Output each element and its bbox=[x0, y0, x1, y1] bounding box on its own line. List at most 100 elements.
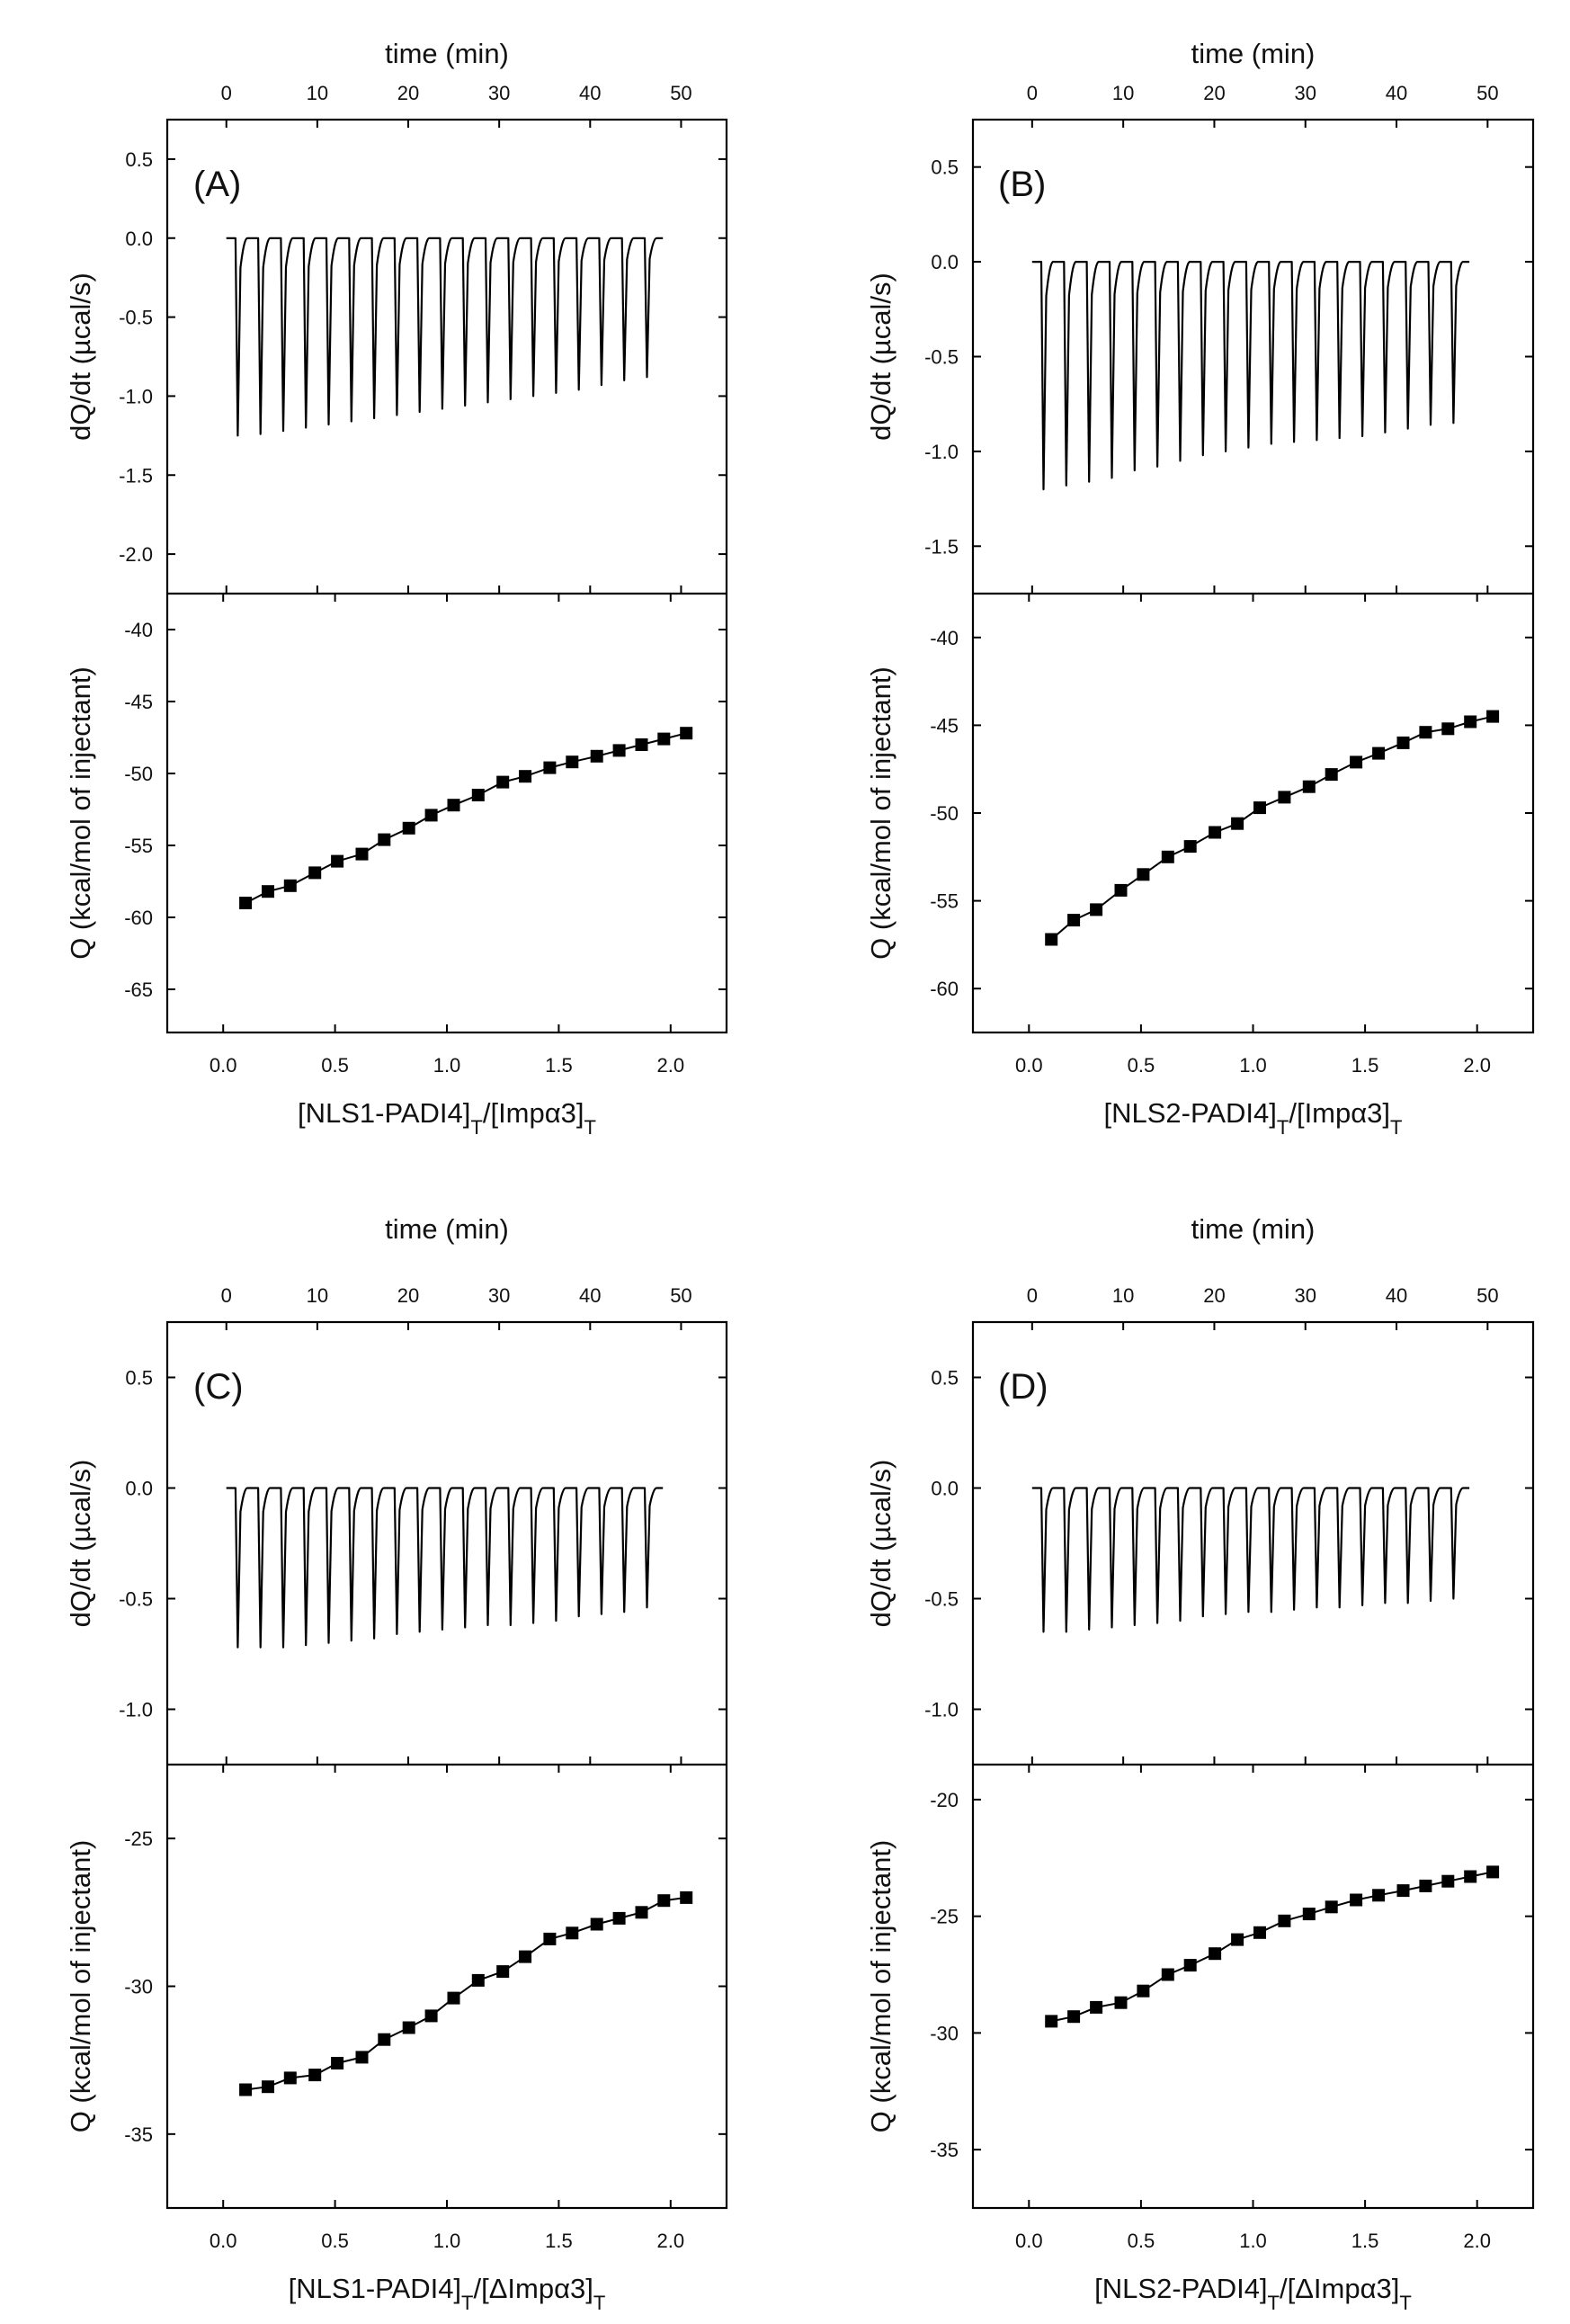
data-point bbox=[1067, 914, 1081, 927]
data-point bbox=[1090, 903, 1103, 916]
heat-tick-label: -30 bbox=[930, 2022, 959, 2044]
power-tick-label: 0.0 bbox=[125, 1478, 153, 1500]
time-tick-label: 30 bbox=[488, 82, 510, 104]
data-point bbox=[471, 1973, 485, 1987]
data-point bbox=[262, 885, 274, 898]
data-point bbox=[355, 847, 369, 861]
power-tick-label: -0.5 bbox=[119, 307, 153, 329]
data-point bbox=[1114, 1996, 1128, 2009]
panel-label: (C) bbox=[193, 1367, 244, 1407]
heat-tick-label: -35 bbox=[930, 2139, 959, 2161]
heat-axis-title: Q (kcal/mol of injectant) bbox=[65, 666, 96, 960]
time-tick-label: 30 bbox=[488, 1284, 510, 1307]
heat-tick-label: -25 bbox=[930, 1906, 959, 1928]
data-point bbox=[1372, 1889, 1386, 1902]
ratio-tick-label: 0.5 bbox=[321, 1054, 349, 1077]
panel-d: time (min) 0 10 20 30 40 50 0.5 0.0 -0.5 -1.0 dQ/dt… bbox=[865, 1213, 1535, 2314]
data-point bbox=[1067, 2010, 1081, 2024]
ratio-tick-label: 1.5 bbox=[545, 2230, 573, 2252]
ratio-axis-subscript: T bbox=[1399, 2292, 1411, 2314]
heat-tick-label: -60 bbox=[930, 978, 959, 1000]
data-point bbox=[1396, 736, 1410, 749]
data-point bbox=[447, 799, 460, 812]
data-point bbox=[1372, 746, 1386, 760]
data-point bbox=[1183, 840, 1197, 854]
time-tick-label: 20 bbox=[397, 1284, 419, 1307]
data-point bbox=[1183, 1959, 1197, 1972]
ratio-tick-label: 1.0 bbox=[1239, 2230, 1267, 2252]
ratio-axis-subscript: T bbox=[461, 2292, 473, 2314]
ratio-tick-label: 1.5 bbox=[545, 1054, 573, 1077]
time-tick-label: 10 bbox=[1112, 1284, 1134, 1307]
data-point bbox=[308, 2069, 322, 2082]
ratio-axis-text: /[Impα3] bbox=[483, 1097, 584, 1129]
time-tick-label: 0 bbox=[1027, 82, 1038, 104]
data-point bbox=[543, 1932, 557, 1945]
power-tick-label: -2.0 bbox=[119, 543, 153, 566]
power-tick-label: 0.5 bbox=[125, 148, 153, 171]
heat-tick-label: -30 bbox=[124, 1976, 153, 1998]
power-tick-label: -1.5 bbox=[119, 464, 153, 487]
heat-tick-label: -20 bbox=[930, 1789, 959, 1811]
power-tick-label: -1.0 bbox=[924, 441, 959, 463]
data-point bbox=[239, 897, 253, 909]
data-point bbox=[331, 854, 344, 868]
data-point bbox=[1486, 710, 1500, 723]
data-point bbox=[590, 1917, 603, 1931]
ratio-tick-label: 1.0 bbox=[433, 1054, 461, 1077]
thermogram-trace bbox=[226, 1487, 664, 1649]
data-point bbox=[1350, 755, 1363, 769]
data-point bbox=[283, 879, 297, 892]
power-axis-title: dQ/dt (µcal/s) bbox=[65, 1460, 96, 1628]
ratio-axis-subscript: T bbox=[470, 1116, 482, 1139]
data-point bbox=[447, 1991, 460, 2005]
time-tick-label: 20 bbox=[1203, 82, 1225, 104]
power-tick-label: 0.0 bbox=[125, 228, 153, 250]
ratio-tick-label: 2.0 bbox=[1463, 2230, 1491, 2252]
ratio-tick-label: 0.0 bbox=[1015, 1054, 1043, 1077]
panel-label: (A) bbox=[193, 165, 241, 204]
ratio-axis-title: [NLS2-PADI4]T/[ΔImpα3]T bbox=[1094, 2273, 1412, 2314]
ratio-axis-subscript: T bbox=[1390, 1116, 1402, 1139]
data-point bbox=[1137, 1984, 1150, 1998]
data-point bbox=[657, 732, 671, 746]
data-point bbox=[635, 1906, 648, 1919]
time-tick-label: 40 bbox=[579, 1284, 601, 1307]
heat-tick-label: -45 bbox=[124, 691, 153, 713]
data-point bbox=[1419, 726, 1432, 739]
time-tick-label: 10 bbox=[1112, 82, 1134, 104]
time-axis-title: time (min) bbox=[1191, 1213, 1316, 1245]
power-tick-label: 0.0 bbox=[931, 1478, 959, 1500]
panel-b: time (min) 0 10 20 30 40 50 0.5 0.0 -0.5 -1.0 -1.5 d… bbox=[865, 38, 1535, 1139]
time-tick-label: 50 bbox=[670, 82, 691, 104]
ratio-tick-label: 2.0 bbox=[657, 1054, 685, 1077]
data-point bbox=[1325, 1900, 1338, 1914]
ratio-axis-text: /[Impα3] bbox=[1289, 1097, 1390, 1129]
data-point bbox=[635, 738, 648, 751]
time-tick-label: 0 bbox=[221, 1284, 232, 1307]
data-point bbox=[612, 744, 626, 757]
data-point bbox=[424, 2009, 438, 2023]
ratio-tick-label: 1.5 bbox=[1351, 2230, 1379, 2252]
data-point bbox=[519, 1950, 532, 1963]
ratio-axis-subscript: T bbox=[1277, 1116, 1289, 1139]
panel-c: time (min) 0 10 20 30 40 50 0.5 0.0 -0.5 -1.0 dQ/dt… bbox=[65, 1213, 728, 2314]
power-tick-label: -1.0 bbox=[119, 1699, 153, 1721]
ratio-axis-subscript: T bbox=[584, 1116, 596, 1139]
heat-tick-label: -60 bbox=[124, 907, 153, 929]
data-point bbox=[1441, 722, 1455, 736]
time-tick-label: 20 bbox=[1203, 1284, 1225, 1307]
data-point bbox=[1464, 1870, 1477, 1883]
ratio-tick-label: 2.0 bbox=[1463, 1054, 1491, 1077]
time-tick-label: 30 bbox=[1295, 82, 1316, 104]
time-tick-label: 50 bbox=[1476, 1284, 1498, 1307]
time-tick-label: 50 bbox=[1476, 82, 1498, 104]
data-point bbox=[1209, 826, 1222, 839]
power-axis-title: dQ/dt (µcal/s) bbox=[65, 273, 96, 441]
power-tick-label: 0.5 bbox=[931, 156, 959, 179]
ratio-tick-label: 1.0 bbox=[1239, 1054, 1267, 1077]
heat-tick-label: -25 bbox=[124, 1828, 153, 1850]
power-tick-label: -0.5 bbox=[924, 346, 959, 369]
ratio-axis-text: [NLS2-PADI4] bbox=[1094, 2273, 1267, 2304]
data-point bbox=[308, 866, 322, 880]
